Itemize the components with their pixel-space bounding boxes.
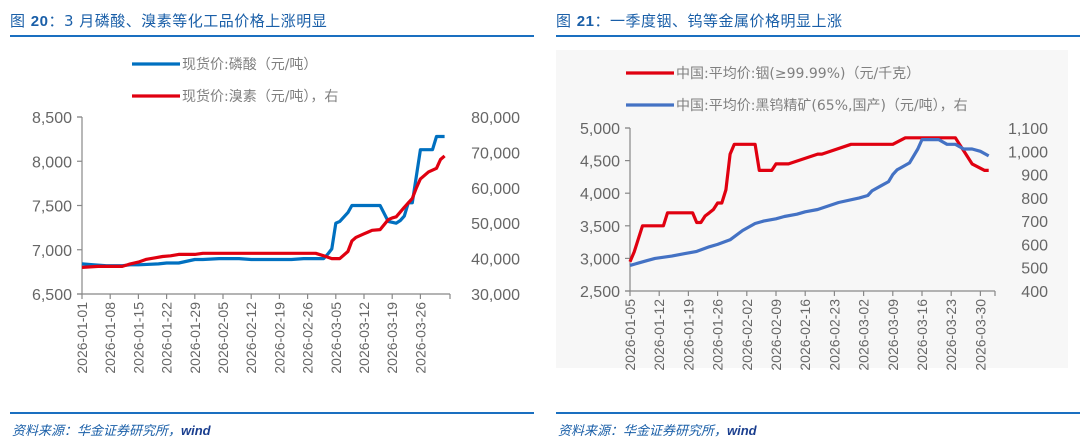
y-left-tick-label: 4,500 bbox=[580, 154, 620, 171]
x-tick-label: 2026-01-15 bbox=[130, 302, 146, 374]
y-left-tick-label: 7,000 bbox=[32, 243, 72, 260]
series-line-0 bbox=[628, 136, 989, 263]
x-tick-label: 2026-01-05 bbox=[622, 299, 638, 371]
source-divider bbox=[556, 412, 1080, 414]
source-note: 资料来源：华金证券研究所，wind bbox=[558, 420, 757, 439]
x-tick-label: 2026-03-23 bbox=[943, 299, 959, 371]
source-text: 资料来源：华金证券研究所， bbox=[12, 424, 182, 439]
y-right-tick-label: 60,000 bbox=[471, 181, 520, 198]
x-tick-label: 2026-02-12 bbox=[243, 302, 259, 374]
y-right-tick-label: 400 bbox=[1021, 284, 1048, 301]
x-tick-label: 2026-03-02 bbox=[856, 299, 872, 371]
source-wind: wind bbox=[181, 423, 211, 438]
y-right-tick-label: 80,000 bbox=[471, 110, 520, 127]
source-divider bbox=[10, 412, 534, 414]
y-left-tick-label: 5,000 bbox=[580, 121, 620, 138]
x-tick-label: 2026-01-08 bbox=[102, 302, 118, 374]
figure-number: 20 bbox=[30, 13, 49, 30]
x-tick-label: 2026-01-12 bbox=[651, 299, 667, 371]
chart-indium-tungsten: 2,500 3,000 3,500 4,000 4,500 5,000 400 500 600 7… bbox=[556, 50, 1068, 371]
x-tick-label: 2026-01-22 bbox=[159, 302, 175, 374]
x-tick-label: 2026-02-26 bbox=[300, 302, 316, 374]
legend-label: 现货价:磷酸（元/吨） bbox=[182, 56, 317, 73]
y-right-tick-label: 900 bbox=[1021, 168, 1048, 185]
x-tick-label: 2026-02-02 bbox=[739, 299, 755, 371]
series-line-0 bbox=[81, 134, 445, 268]
x-tick-label: 2026-03-05 bbox=[328, 302, 344, 374]
y-right-tick-label: 50,000 bbox=[471, 216, 520, 233]
y-right-tick-label: 800 bbox=[1021, 191, 1048, 208]
x-tick-label: 2026-03-19 bbox=[384, 302, 400, 374]
figure-number: 21 bbox=[576, 13, 595, 30]
x-tick-label: 2026-01-19 bbox=[680, 299, 696, 371]
y-right-tick-label: 500 bbox=[1021, 261, 1048, 278]
x-tick-label: 2026-03-09 bbox=[885, 299, 901, 371]
x-tick-label: 2026-02-23 bbox=[826, 299, 842, 371]
x-tick-label: 2026-03-30 bbox=[972, 299, 988, 371]
y-left-tick-label: 7,500 bbox=[32, 199, 72, 216]
figure-20-panel: 图 20：3 月磷酸、溴素等化工品价格上涨明显 6,500 7,000 7,500 8… bbox=[0, 0, 534, 441]
series-line-1 bbox=[81, 154, 446, 269]
x-tick-label: 2026-02-16 bbox=[797, 299, 813, 371]
x-tick-label: 2026-02-05 bbox=[215, 302, 231, 374]
y-right-tick-label: 40,000 bbox=[471, 252, 520, 269]
figure-21-panel: 图 21：一季度铟、钨等金属价格明显上涨 2,500 3,000 3,500 4,00… bbox=[546, 0, 1080, 441]
y-right-tick-label: 1,000 bbox=[1008, 144, 1048, 161]
legend-label: 现货价:溴素（元/吨），右 bbox=[182, 88, 338, 105]
figure-21-title: 图 21：一季度铟、钨等金属价格明显上涨 bbox=[556, 10, 842, 31]
x-tick-label: 2026-03-16 bbox=[914, 299, 930, 371]
y-left-tick-label: 8,500 bbox=[32, 110, 72, 127]
x-tick-label: 2026-03-12 bbox=[356, 302, 372, 374]
x-tick-label: 2026-01-01 bbox=[74, 302, 90, 374]
figure-20-title: 图 20：3 月磷酸、溴素等化工品价格上涨明显 bbox=[10, 10, 327, 31]
source-note: 资料来源：华金证券研究所，wind bbox=[12, 420, 211, 439]
x-tick-label: 2026-01-29 bbox=[187, 302, 203, 374]
series-line-1 bbox=[629, 138, 990, 267]
x-tick-label: 2026-02-19 bbox=[271, 302, 287, 374]
title-divider bbox=[556, 35, 1080, 37]
figure-caption: ：一季度铟、钨等金属价格明显上涨 bbox=[594, 12, 843, 30]
source-wind: wind bbox=[727, 423, 757, 438]
y-right-tick-label: 1,100 bbox=[1008, 121, 1048, 138]
figure-caption: ：3 月磷酸、溴素等化工品价格上涨明显 bbox=[48, 12, 328, 30]
y-left-tick-label: 6,500 bbox=[32, 287, 72, 304]
y-left-tick-label: 8,000 bbox=[32, 154, 72, 171]
figure-label: 图 bbox=[556, 12, 577, 30]
chart-phosphoric-bromine: 6,500 7,000 7,500 8,000 8,500 30,000 40,000 50,… bbox=[32, 56, 520, 374]
figure-label: 图 bbox=[10, 12, 31, 30]
y-right-tick-label: 600 bbox=[1021, 237, 1048, 254]
y-left-tick-label: 2,500 bbox=[580, 284, 620, 301]
y-right-tick-label: 30,000 bbox=[471, 287, 520, 304]
title-divider bbox=[10, 35, 534, 37]
y-left-tick-label: 4,000 bbox=[580, 186, 620, 203]
y-left-tick-label: 3,000 bbox=[580, 251, 620, 268]
x-tick-label: 2026-03-26 bbox=[412, 302, 428, 374]
legend-label: 中国:平均价:黑钨精矿(65%,国产)（元/吨），右 bbox=[676, 98, 968, 114]
x-tick-label: 2026-02-09 bbox=[768, 299, 784, 371]
y-right-tick-label: 70,000 bbox=[471, 145, 520, 162]
x-tick-label: 2026-01-26 bbox=[710, 299, 726, 371]
legend-label: 中国:平均价:铟(≥99.99%)（元/千克） bbox=[676, 66, 920, 82]
y-left-tick-label: 3,500 bbox=[580, 219, 620, 236]
source-text: 资料来源：华金证券研究所， bbox=[558, 424, 728, 439]
y-right-tick-label: 700 bbox=[1021, 214, 1048, 231]
